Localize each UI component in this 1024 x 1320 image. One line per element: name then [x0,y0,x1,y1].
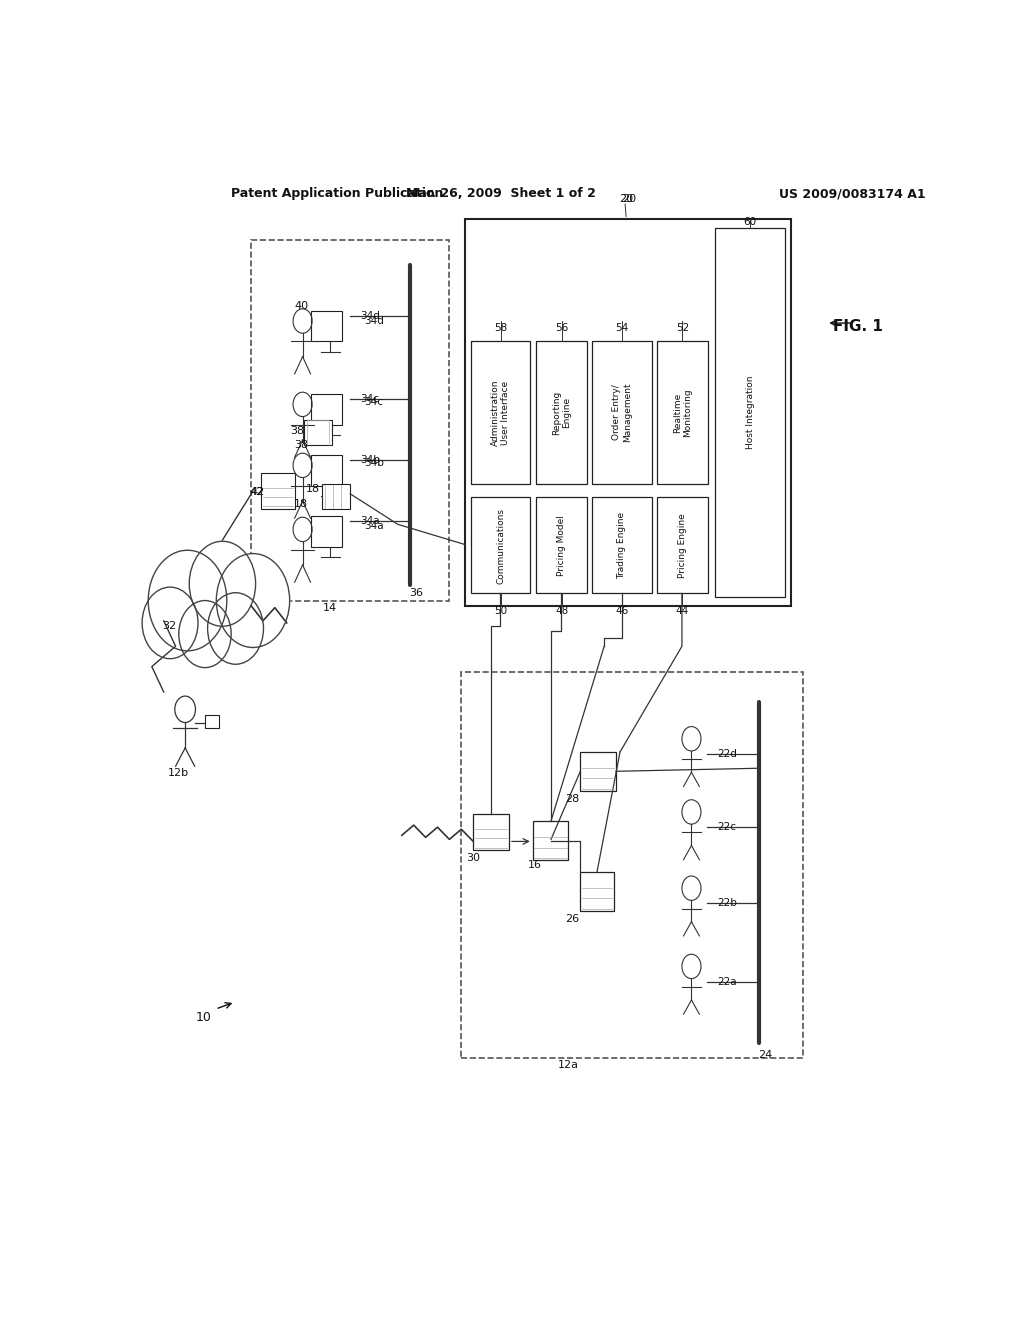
FancyBboxPatch shape [656,496,709,594]
Text: Pricing Engine: Pricing Engine [678,513,687,578]
Circle shape [208,593,263,664]
Text: 34a: 34a [360,516,380,527]
FancyBboxPatch shape [656,342,709,483]
FancyBboxPatch shape [715,227,785,598]
Text: 22b: 22b [717,899,737,908]
Text: 12a: 12a [558,1060,579,1071]
Text: 14: 14 [324,603,338,612]
Text: FIG. 1: FIG. 1 [834,318,883,334]
FancyBboxPatch shape [310,312,342,342]
FancyBboxPatch shape [536,342,588,483]
Text: 34c: 34c [365,397,384,408]
Text: 58: 58 [494,323,507,333]
Text: 38: 38 [294,440,308,450]
FancyBboxPatch shape [471,342,530,483]
Text: 46: 46 [615,606,629,615]
Text: 34b: 34b [365,458,384,469]
Text: Administration
User Interface: Administration User Interface [490,379,510,446]
Text: 22c: 22c [718,822,736,832]
Text: 26: 26 [565,913,580,924]
Text: 32: 32 [162,620,176,631]
Text: Reporting
Engine: Reporting Engine [552,391,571,434]
FancyBboxPatch shape [592,496,651,594]
Text: 22a: 22a [718,977,737,986]
Text: 34d: 34d [360,312,380,321]
Text: 20: 20 [623,194,637,205]
Text: 34b: 34b [360,455,380,465]
Text: 52: 52 [676,323,689,333]
FancyBboxPatch shape [532,821,568,859]
Text: 18: 18 [306,483,319,494]
Text: 42: 42 [250,487,264,496]
Text: 34c: 34c [360,395,380,404]
Text: 10: 10 [196,1011,211,1024]
FancyBboxPatch shape [310,395,342,425]
Circle shape [179,601,231,668]
Text: 24: 24 [758,1049,772,1060]
FancyBboxPatch shape [581,873,613,911]
Text: 60: 60 [743,218,757,227]
Text: 30: 30 [466,853,480,863]
Text: 34d: 34d [365,315,384,326]
FancyBboxPatch shape [205,715,219,727]
FancyBboxPatch shape [261,474,295,510]
Text: Trading Engine: Trading Engine [617,512,627,579]
Text: Order Entry/
Management: Order Entry/ Management [612,383,632,442]
Text: 12b: 12b [168,768,188,779]
Text: 48: 48 [555,606,568,615]
Text: Communications: Communications [496,508,505,583]
Text: 34a: 34a [365,521,384,532]
FancyBboxPatch shape [471,496,530,594]
Text: 42: 42 [250,487,264,496]
Text: Mar. 26, 2009  Sheet 1 of 2: Mar. 26, 2009 Sheet 1 of 2 [407,187,596,201]
Text: 38: 38 [290,426,304,436]
Text: 36: 36 [409,589,423,598]
FancyBboxPatch shape [310,516,342,546]
Circle shape [189,541,256,626]
Text: 22d: 22d [717,748,737,759]
Text: Host Integration: Host Integration [745,376,755,449]
Text: Realtime
Monitoring: Realtime Monitoring [673,388,692,437]
FancyBboxPatch shape [473,814,509,850]
Text: 40: 40 [294,301,308,310]
Circle shape [216,553,290,648]
FancyBboxPatch shape [304,420,332,445]
FancyBboxPatch shape [536,496,588,594]
Text: 16: 16 [528,859,542,870]
FancyBboxPatch shape [310,455,342,486]
Text: 50: 50 [494,606,507,615]
FancyBboxPatch shape [592,342,651,483]
FancyBboxPatch shape [323,483,350,510]
Text: 56: 56 [555,323,568,333]
Text: 44: 44 [676,606,689,615]
Circle shape [148,550,226,651]
FancyBboxPatch shape [465,219,791,606]
FancyBboxPatch shape [581,752,616,791]
Text: Pricing Model: Pricing Model [557,515,566,576]
Text: US 2009/0083174 A1: US 2009/0083174 A1 [778,187,926,201]
Text: 20: 20 [620,194,634,205]
Text: Patent Application Publication: Patent Application Publication [231,187,443,201]
Text: 54: 54 [615,323,629,333]
Text: 28: 28 [565,793,580,804]
Circle shape [142,587,198,659]
Text: 18: 18 [294,499,308,510]
